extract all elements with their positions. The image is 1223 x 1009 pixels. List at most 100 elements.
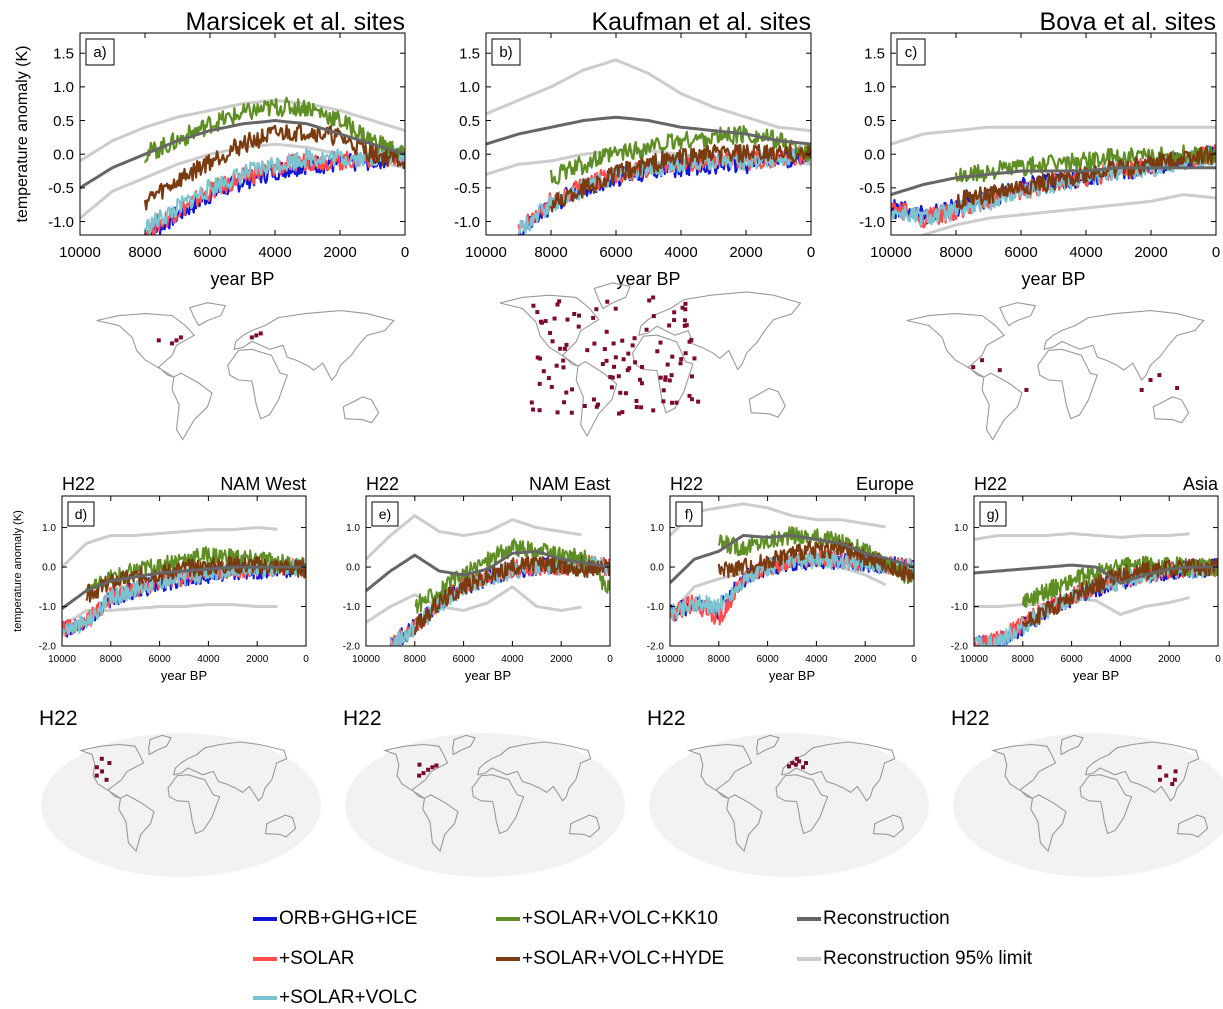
y-tick-label: -1.0 bbox=[951, 602, 969, 613]
proxy-site-marker bbox=[630, 343, 635, 348]
coastline bbox=[167, 774, 221, 835]
series-line bbox=[549, 124, 811, 185]
proxy-site-marker bbox=[561, 365, 566, 370]
site-map bbox=[96, 302, 395, 441]
proxy-site-marker bbox=[548, 330, 553, 335]
proxy-site-marker bbox=[543, 319, 548, 324]
proxy-site-marker bbox=[569, 410, 574, 415]
proxy-site-marker bbox=[609, 385, 614, 390]
proxy-site-marker bbox=[667, 378, 672, 383]
proxy-site-marker bbox=[683, 301, 688, 306]
series-line bbox=[143, 145, 405, 235]
site-map: H22 bbox=[647, 707, 929, 877]
proxy-site-marker bbox=[680, 305, 685, 310]
coastline bbox=[1037, 348, 1099, 420]
coastline bbox=[96, 313, 196, 378]
series-line bbox=[85, 555, 306, 603]
x-tick-label: 0 bbox=[1215, 654, 1221, 665]
proxy-site-marker bbox=[616, 374, 621, 379]
proxy-site-marker bbox=[564, 390, 569, 395]
chart-panel-4: 10000 8000 6000 4000 2000 0 -2.0 -1.0 0.0 1.0 e) NA… bbox=[343, 474, 613, 683]
proxy-site-marker bbox=[647, 298, 652, 303]
x-tick-label: 2000 bbox=[854, 654, 877, 665]
proxy-site-marker bbox=[104, 777, 109, 782]
y-tick-label: -1.0 bbox=[343, 602, 361, 613]
proxy-site-marker bbox=[632, 336, 637, 341]
series-line bbox=[974, 532, 1190, 541]
proxy-site-marker bbox=[658, 340, 663, 345]
proxy-site-marker bbox=[94, 765, 99, 770]
proxy-site-marker bbox=[249, 335, 254, 340]
proxy-site-marker bbox=[687, 393, 692, 398]
map-globe bbox=[41, 733, 321, 877]
proxy-site-marker bbox=[562, 346, 567, 351]
proxy-site-marker bbox=[546, 376, 551, 381]
series-line bbox=[919, 193, 1216, 235]
map-globe bbox=[345, 733, 625, 877]
proxy-site-marker bbox=[591, 397, 596, 402]
panel-label: f) bbox=[685, 506, 694, 522]
x-tick-label: 2000 bbox=[246, 654, 269, 665]
proxy-site-marker bbox=[667, 323, 672, 328]
y-tick-label: 0.5 bbox=[459, 113, 480, 130]
panel-label: e) bbox=[379, 506, 391, 522]
proxy-site-marker bbox=[634, 404, 639, 409]
proxy-site-marker bbox=[558, 346, 563, 351]
chart-panel-5: 10000 8000 6000 4000 2000 0 -2.0 -1.0 0.0 1.0 f) Eu… bbox=[647, 474, 917, 683]
proxy-site-marker bbox=[674, 400, 679, 405]
map-label: H22 bbox=[647, 707, 686, 730]
x-tick-label: 4000 bbox=[258, 244, 291, 261]
proxy-site-marker bbox=[602, 347, 607, 352]
proxy-site-marker bbox=[577, 313, 582, 318]
series-line bbox=[717, 539, 914, 583]
proxy-site-marker bbox=[804, 761, 809, 765]
proxy-site-marker bbox=[596, 402, 601, 407]
proxy-site-marker bbox=[426, 767, 431, 772]
x-tick-label: 0 bbox=[303, 654, 309, 665]
y-tick-label: 0.0 bbox=[42, 563, 56, 574]
proxy-site-marker bbox=[787, 764, 791, 769]
x-tick-label: 0 bbox=[911, 654, 917, 665]
x-tick-label: 8000 bbox=[1012, 654, 1035, 665]
series-line bbox=[974, 563, 1218, 585]
x-tick-label: 4000 bbox=[664, 244, 697, 261]
y-tick-label: 1.0 bbox=[42, 523, 56, 534]
x-tick-label: 10000 bbox=[870, 244, 912, 261]
proxy-site-marker bbox=[1170, 782, 1175, 786]
proxy-site-marker bbox=[541, 369, 546, 374]
x-axis-label: year BP bbox=[1073, 668, 1119, 683]
plot-frame bbox=[669, 495, 915, 647]
y-tick-label: 0.0 bbox=[459, 146, 480, 163]
proxy-site-marker bbox=[644, 327, 649, 332]
proxy-site-marker bbox=[655, 349, 660, 354]
proxy-site-marker bbox=[683, 307, 688, 312]
proxy-site-marker bbox=[562, 400, 567, 405]
proxy-site-marker bbox=[658, 375, 663, 380]
proxy-site-marker bbox=[682, 318, 687, 323]
proxy-site-marker bbox=[535, 355, 540, 360]
series-line bbox=[413, 555, 610, 635]
x-tick-label: 6000 bbox=[452, 654, 475, 665]
x-tick-label: 0 bbox=[401, 244, 409, 261]
plot-area bbox=[670, 502, 914, 626]
map-label: H22 bbox=[39, 707, 78, 730]
proxy-site-marker bbox=[537, 408, 542, 413]
proxy-site-marker bbox=[997, 368, 1002, 373]
site-map: H22 bbox=[39, 707, 321, 877]
proxy-site-marker bbox=[790, 761, 795, 765]
x-axis-label: year BP bbox=[1021, 269, 1085, 289]
proxy-site-marker bbox=[417, 773, 422, 778]
proxy-site-marker bbox=[178, 335, 183, 340]
site-map: H22 bbox=[951, 707, 1223, 877]
series-line bbox=[366, 585, 582, 624]
coastline bbox=[999, 302, 1037, 327]
proxy-site-marker bbox=[651, 314, 656, 319]
proxy-site-marker bbox=[552, 316, 557, 321]
series-line bbox=[670, 502, 886, 537]
proxy-site-marker bbox=[594, 307, 599, 312]
x-tick-label: 6000 bbox=[1004, 244, 1037, 261]
proxy-site-marker bbox=[1148, 378, 1153, 383]
chart-title: NAM East bbox=[529, 474, 610, 494]
x-tick-label: 8000 bbox=[128, 244, 161, 261]
proxy-site-marker bbox=[576, 324, 581, 329]
